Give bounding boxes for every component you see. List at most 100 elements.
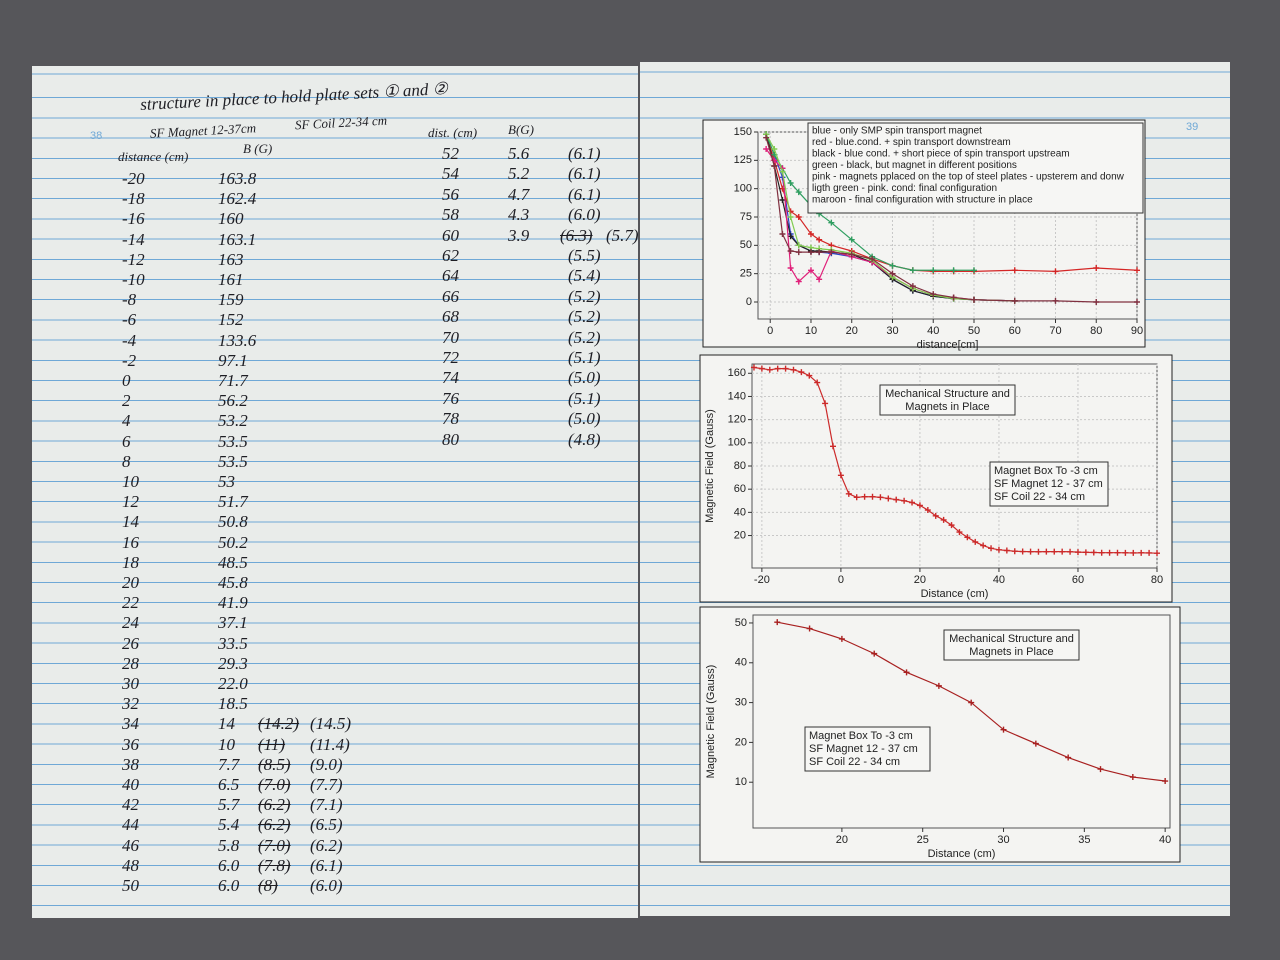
data-point xyxy=(828,249,835,256)
struck-value: (6.2) xyxy=(258,815,291,835)
data-point xyxy=(816,276,823,283)
field-cell: 161 xyxy=(218,270,244,289)
field-cell: 163 xyxy=(218,249,244,269)
y-tick-label: 50 xyxy=(740,239,752,251)
data-point xyxy=(1000,726,1007,733)
field-cell: 53.5 xyxy=(218,451,248,471)
distance-cell: 18 xyxy=(122,552,139,572)
data-point xyxy=(889,262,896,269)
distance-cell: -16 xyxy=(122,209,145,229)
y-tick-label: 100 xyxy=(728,437,746,449)
distance-cell: 64 xyxy=(442,266,459,286)
corrected-value: (14.5) xyxy=(310,714,352,734)
legend-entry: green - black, but magnet in different p… xyxy=(812,160,1017,171)
annotation-box xyxy=(804,726,931,772)
corrected-value: (5.1) xyxy=(568,388,601,408)
data-point xyxy=(909,267,916,274)
x-tick-label: 40 xyxy=(1159,834,1171,846)
distance-cell: 0 xyxy=(122,371,131,390)
data-point xyxy=(1129,774,1136,781)
data-point xyxy=(909,283,916,290)
distance-cell: -10 xyxy=(122,270,145,289)
corrected-value: (7.7) xyxy=(310,775,343,794)
field-cell: 10 xyxy=(218,734,235,754)
distance-cell: 66 xyxy=(442,286,459,306)
distance-cell: 12 xyxy=(122,492,139,512)
data-point xyxy=(1011,267,1018,274)
data-point xyxy=(774,365,781,372)
data-point xyxy=(1146,549,1153,556)
legend-entry: red - blue.cond. + spin transport downst… xyxy=(812,137,1011,148)
distance-cell: 26 xyxy=(122,633,139,653)
field-cell: 18.5 xyxy=(218,694,248,714)
data-point xyxy=(816,249,823,256)
data-point xyxy=(787,180,794,186)
annotation-box xyxy=(943,629,1080,661)
corrected-value: (7.1) xyxy=(310,795,343,815)
field-cell: 56.2 xyxy=(218,391,248,411)
series-line xyxy=(765,133,1015,302)
field-cell: 22.0 xyxy=(218,674,248,693)
data-point xyxy=(771,146,778,152)
struck-value: (6.3) xyxy=(560,225,593,245)
data-point xyxy=(995,546,1002,553)
data-point xyxy=(935,682,942,689)
data-point xyxy=(877,494,884,501)
distance-cell: 72 xyxy=(442,348,459,367)
x-axis-label: Distance (cm) xyxy=(928,848,996,860)
distance-cell: 48 xyxy=(122,855,139,875)
field-cell: 53.5 xyxy=(218,431,248,451)
field-cell: 14 xyxy=(218,714,235,734)
corrected-value: (4.8) xyxy=(568,429,601,449)
field-cell: 4.3 xyxy=(508,205,530,225)
field-cell: 45.8 xyxy=(218,573,248,592)
distance-cell: 38 xyxy=(122,754,139,774)
data-point xyxy=(930,267,937,274)
distance-cell: 20 xyxy=(122,573,139,592)
data-point xyxy=(909,499,916,506)
data-point xyxy=(828,219,835,226)
data-point xyxy=(871,650,878,657)
y-tick-label: 80 xyxy=(734,460,746,472)
field-cell: 41.9 xyxy=(218,593,248,613)
data-point xyxy=(885,495,892,502)
data-point xyxy=(806,625,813,632)
annotation: SF Coil 22 - 34 cm xyxy=(994,491,1085,503)
data-point xyxy=(790,366,797,373)
corrected-value: (9.0) xyxy=(310,754,343,774)
annotation-box xyxy=(989,461,1109,507)
annotation: Mechanical Structure and xyxy=(949,633,1074,645)
data-point xyxy=(1162,778,1169,785)
y-tick-label: 30 xyxy=(735,696,747,708)
data-point xyxy=(787,248,794,254)
y-tick-label: 20 xyxy=(734,529,746,541)
distance-cell: 44 xyxy=(122,815,139,835)
distance-cell: 2 xyxy=(122,391,131,411)
data-point xyxy=(774,619,781,626)
corrected-value: (6.2) xyxy=(310,835,343,855)
distance-cell: 14 xyxy=(122,512,139,532)
data-point xyxy=(1011,297,1018,304)
field-cell: 6.0 xyxy=(218,876,240,895)
legend-entry: blue - only SMP spin transport magnet xyxy=(812,126,982,137)
distance-cell: 36 xyxy=(122,734,139,754)
data-point xyxy=(787,214,794,220)
distance-cell: 8 xyxy=(122,451,131,471)
struck-value: (7.0) xyxy=(258,775,291,794)
x-tick-label: 35 xyxy=(1078,834,1090,846)
corrected-value: (6.1) xyxy=(568,184,601,204)
struck-value: (6.2) xyxy=(258,795,291,815)
legend-entry: pink - magnets pplaced on the top of ste… xyxy=(812,172,1125,183)
field-cell: 50.8 xyxy=(218,512,248,532)
data-point xyxy=(837,472,844,479)
data-point xyxy=(869,493,876,500)
x-tick-label: 30 xyxy=(886,325,898,337)
data-point xyxy=(807,231,814,237)
data-point xyxy=(903,669,910,676)
annotation: SF Magnet 12 - 37 cm xyxy=(809,743,918,755)
x-tick-label: 60 xyxy=(1009,325,1021,337)
data-point xyxy=(795,214,802,220)
data-point xyxy=(1059,548,1066,555)
data-point xyxy=(795,242,802,249)
